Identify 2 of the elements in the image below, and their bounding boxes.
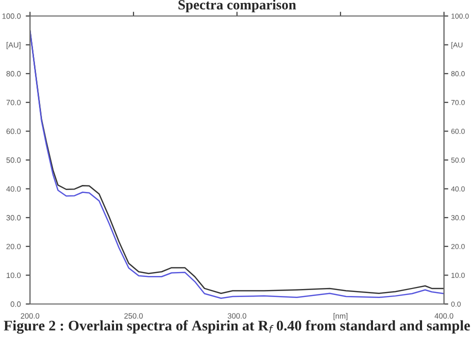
chart-title: Spectra comparison <box>178 0 296 12</box>
caption: Figure 2 : Overlain spectra of Aspirin at R$_{f}$ 0.40 from standard and sample <box>4 320 470 334</box>
